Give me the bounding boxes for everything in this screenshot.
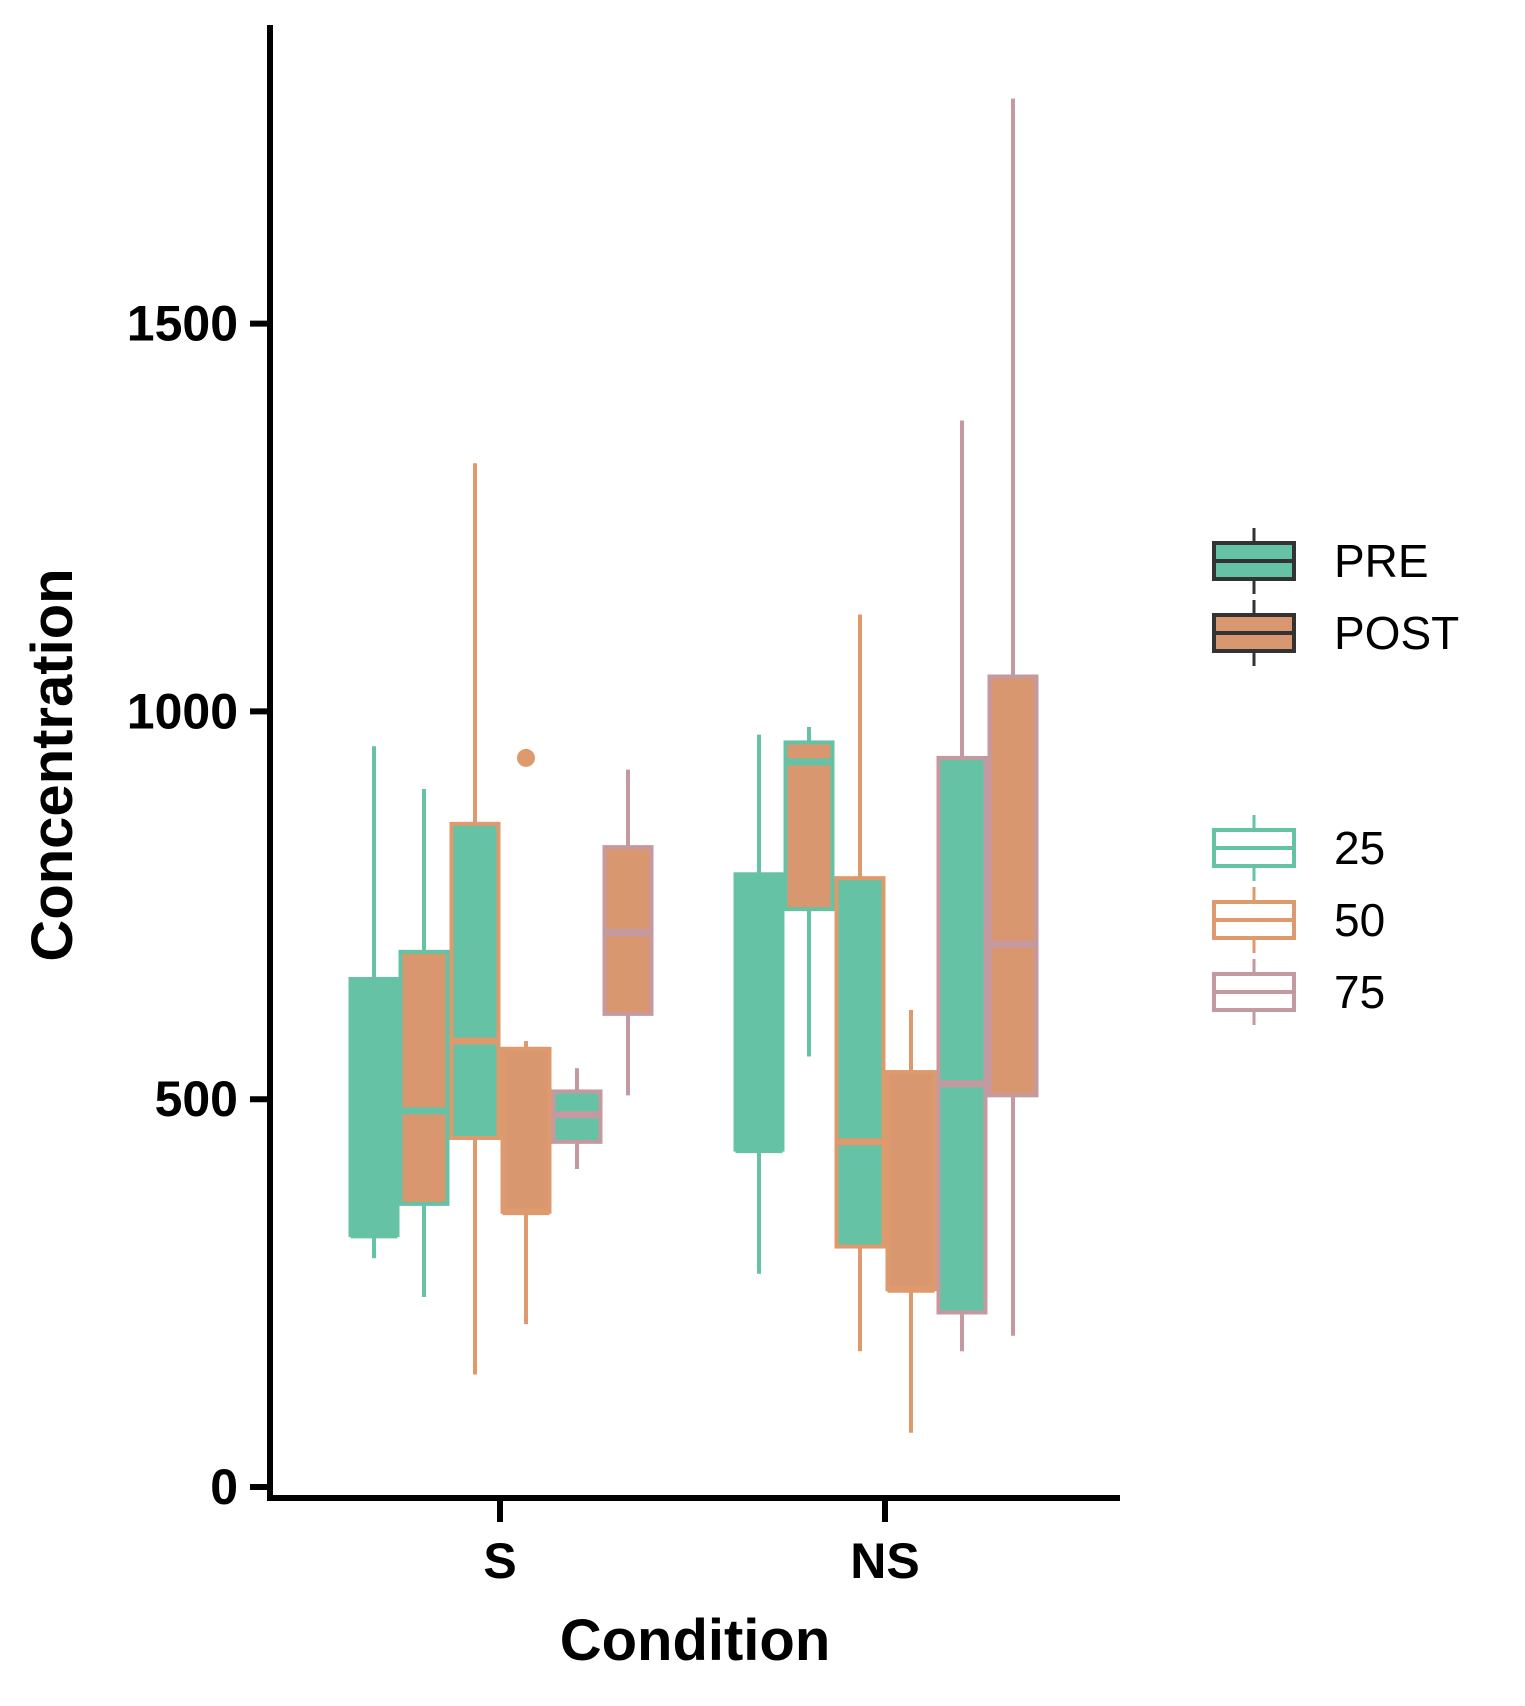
legend-label: 50 bbox=[1334, 894, 1385, 946]
box-s-3 bbox=[449, 463, 501, 1375]
box-body bbox=[500, 1046, 552, 1214]
legend-outline-group: 25 50 75 bbox=[1212, 815, 1385, 1025]
box-body bbox=[885, 1070, 937, 1292]
box-s-1 bbox=[348, 746, 400, 1259]
box-ns-1 bbox=[733, 734, 785, 1274]
outlier-point bbox=[517, 748, 535, 767]
y-tick-label: 500 bbox=[155, 1071, 238, 1127]
legend-key bbox=[1212, 600, 1296, 666]
box-ns-5 bbox=[936, 420, 988, 1352]
legend-label: 75 bbox=[1334, 966, 1385, 1018]
legend-key bbox=[1212, 887, 1296, 953]
axes bbox=[267, 25, 1120, 1501]
box-body bbox=[834, 876, 886, 1249]
box-body bbox=[783, 740, 835, 912]
box-body bbox=[987, 674, 1039, 1098]
legend-fill-group: PRE POST bbox=[1212, 528, 1459, 666]
box-body bbox=[733, 872, 785, 1152]
box-s-6 bbox=[602, 769, 654, 1096]
box-body bbox=[348, 976, 400, 1237]
box-body bbox=[936, 755, 988, 1315]
box-body bbox=[449, 821, 501, 1140]
box-ns-6 bbox=[987, 98, 1039, 1336]
legend-key bbox=[1212, 528, 1296, 594]
box-s-5 bbox=[551, 1068, 603, 1170]
legend-key bbox=[1212, 815, 1296, 881]
y-axis-title: Concentration bbox=[20, 568, 85, 961]
y-tick-label: 1500 bbox=[127, 296, 238, 352]
legend-label: PRE bbox=[1334, 535, 1429, 587]
x-tick-label: NS bbox=[850, 1533, 919, 1589]
box-s-2 bbox=[398, 788, 450, 1297]
box-s-4 bbox=[500, 748, 552, 1325]
x-tick-label: S bbox=[483, 1533, 516, 1589]
y-axis-ticks: 0 500 1000 1500 bbox=[127, 296, 270, 1515]
x-axis-title: Condition bbox=[560, 1608, 831, 1673]
y-tick-label: 1000 bbox=[127, 683, 238, 739]
x-axis-ticks: S NS bbox=[483, 1498, 920, 1589]
legend-label: POST bbox=[1334, 607, 1459, 659]
y-tick-label: 0 bbox=[210, 1459, 238, 1515]
box-ns-2 bbox=[783, 726, 835, 1057]
legend-key bbox=[1212, 959, 1296, 1025]
legend-label: 25 bbox=[1334, 822, 1385, 874]
box-body bbox=[398, 949, 450, 1206]
box-ns-3 bbox=[834, 614, 886, 1352]
box-ns-4 bbox=[885, 1010, 937, 1433]
plot-area bbox=[348, 98, 1039, 1433]
